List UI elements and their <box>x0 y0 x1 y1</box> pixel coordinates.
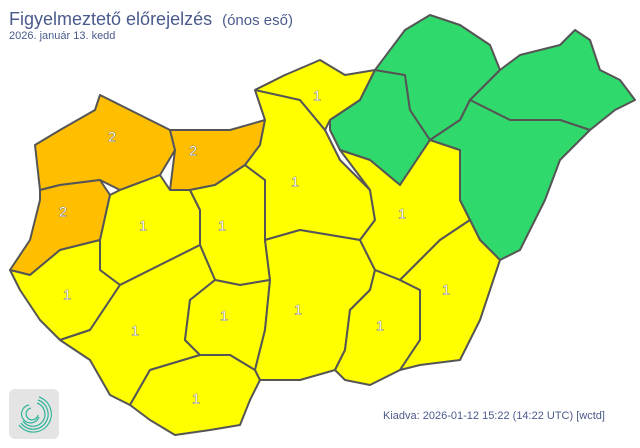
county-level-label: 1 <box>131 323 139 339</box>
warning-type: (ónos eső) <box>222 12 293 29</box>
county-level-label: 1 <box>218 218 226 234</box>
county-level-label: 1 <box>442 282 450 298</box>
county-level-label: 1 <box>376 318 384 334</box>
county-level-label: 1 <box>294 302 302 318</box>
county-level-label: 1 <box>63 287 71 303</box>
county-bekes[interactable] <box>399 219 501 371</box>
county-level-label: 1 <box>139 218 147 234</box>
forecast-date: 2026. január 13. kedd <box>9 30 116 42</box>
county-level-label: 1 <box>291 174 299 190</box>
county-level-label: 1 <box>398 206 406 222</box>
page-title: Figyelmeztető előrejelzés (ónos eső) <box>9 9 293 30</box>
met-service-logo <box>9 389 59 439</box>
county-level-label: 2 <box>59 204 67 220</box>
county-level-label: 1 <box>220 308 228 324</box>
county-level-label: 2 <box>189 143 197 159</box>
county-level-label: 2 <box>108 129 116 145</box>
county-gyor-moson-sopron[interactable] <box>34 94 176 191</box>
county-baranya[interactable] <box>129 354 261 436</box>
title-text: Figyelmeztető előrejelzés <box>9 9 213 29</box>
county-level-label: 1 <box>192 391 200 407</box>
issued-timestamp: Kiadva: 2026-01-12 15:22 (14:22 UTC) [wc… <box>383 410 605 422</box>
spiral-logo-icon <box>18 396 52 433</box>
county-level-label: 1 <box>313 88 321 104</box>
